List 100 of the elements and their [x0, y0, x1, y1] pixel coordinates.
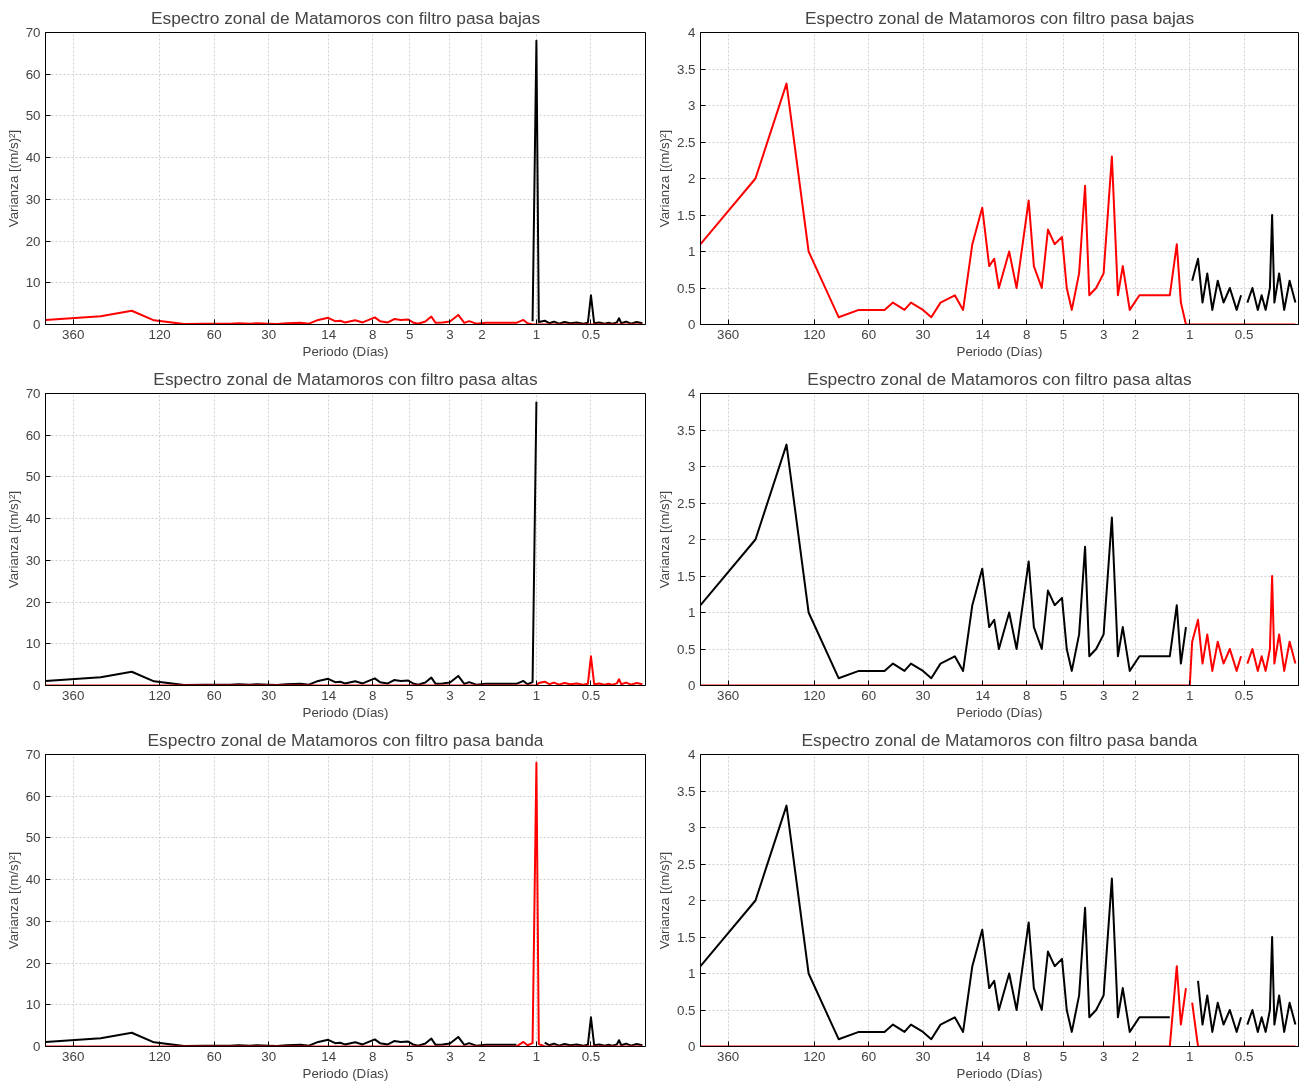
x-tick-label: 3 [1099, 1048, 1108, 1064]
x-tick-label: 0.5 [581, 326, 601, 342]
y-tick-label: 40 [25, 150, 41, 166]
x-tick-label: 0.5 [1234, 1048, 1254, 1064]
x-tick-label: 360 [717, 687, 740, 703]
x-tick-label: 8 [1022, 687, 1031, 703]
x-tick-label: 2 [478, 687, 486, 703]
x-tick-label: 60 [861, 326, 877, 342]
x-tick-label: 3 [1099, 687, 1108, 703]
x-tick-label: 30 [915, 326, 931, 342]
x-tick-label: 5 [406, 326, 414, 342]
x-tick-label: 2 [1131, 687, 1140, 703]
y-tick-label: 10 [25, 275, 41, 291]
x-tick-label: 5 [1059, 687, 1068, 703]
x-tick-label: 0.5 [581, 687, 601, 703]
y-axis-title: Varianza [(m/s)²] [5, 129, 21, 228]
x-tick-label: 60 [206, 1048, 222, 1064]
y-tick-label: 70 [25, 386, 41, 401]
x-axis-title: Periodo (Días) [302, 1065, 389, 1081]
y-tick-label: 4 [688, 386, 697, 401]
y-tick-label: 30 [25, 552, 41, 568]
x-tick-label: 360 [717, 326, 740, 342]
y-tick-label: 1 [688, 244, 696, 259]
x-tick-label: 1 [532, 687, 541, 703]
x-tick-label: 3 [446, 1048, 454, 1064]
x-tick-label: 14 [321, 326, 337, 342]
x-tick-label: 5 [1059, 1048, 1068, 1064]
x-tick-label: 30 [915, 1048, 931, 1064]
x-tick-label: 60 [861, 1048, 877, 1064]
y-tick-label: 40 [25, 511, 41, 527]
y-axis-title: Varianza [(m/s)²] [656, 129, 672, 228]
x-tick-label: 14 [975, 326, 991, 342]
y-axis-title: Varianza [(m/s)²] [656, 851, 672, 950]
y-tick-label: 10 [25, 997, 41, 1013]
y-axis-title: Varianza [(m/s)²] [656, 490, 672, 589]
y-tick-label: 2.5 [676, 856, 696, 872]
y-tick-label: 0 [688, 678, 696, 693]
x-tick-label: 30 [261, 1048, 277, 1064]
y-tick-label: 1.5 [676, 568, 696, 584]
y-tick-label: 50 [25, 469, 41, 485]
y-tick-label: 3.5 [676, 61, 696, 77]
y-tick-label: 0 [33, 317, 41, 332]
y-tick-label: 40 [25, 872, 41, 888]
x-axis-title: Periodo (Días) [956, 343, 1043, 359]
x-axis-title: Periodo (Días) [956, 704, 1043, 720]
x-tick-label: 14 [321, 687, 337, 703]
y-tick-label: 60 [25, 66, 41, 82]
y-tick-label: 0 [688, 317, 696, 332]
x-tick-label: 8 [1022, 326, 1031, 342]
x-tick-label: 0.5 [1234, 687, 1254, 703]
x-tick-label: 0.5 [1234, 326, 1254, 342]
x-tick-label: 30 [261, 326, 277, 342]
x-tick-label: 8 [1022, 1048, 1031, 1064]
x-tick-label: 14 [975, 687, 991, 703]
x-tick-label: 5 [1059, 326, 1068, 342]
y-tick-label: 2.5 [676, 495, 696, 511]
y-tick-label: 0 [33, 1039, 41, 1054]
y-axis-title: Varianza [(m/s)²] [5, 851, 21, 950]
x-tick-label: 120 [148, 1048, 171, 1064]
y-tick-label: 1 [688, 966, 696, 981]
x-tick-label: 2 [1131, 326, 1140, 342]
x-tick-label: 60 [206, 687, 222, 703]
x-tick-label: 120 [148, 326, 171, 342]
x-tick-label: 8 [369, 687, 377, 703]
y-tick-label: 4 [688, 25, 697, 40]
y-tick-label: 3 [688, 459, 696, 474]
y-tick-label: 1.5 [676, 929, 696, 945]
y-tick-label: 2 [688, 532, 696, 547]
x-tick-label: 3 [446, 326, 454, 342]
x-tick-label: 120 [803, 687, 826, 703]
y-tick-label: 20 [25, 233, 41, 249]
x-tick-label: 5 [406, 687, 414, 703]
y-tick-label: 2 [688, 893, 696, 908]
x-tick-label: 120 [803, 1048, 826, 1064]
x-tick-label: 360 [62, 326, 85, 342]
y-tick-label: 0.5 [676, 1002, 696, 1018]
x-tick-label: 60 [206, 326, 222, 342]
y-tick-label: 60 [25, 788, 41, 804]
y-tick-label: 2.5 [676, 134, 696, 150]
y-tick-label: 3.5 [676, 783, 696, 799]
x-tick-label: 1 [532, 1048, 541, 1064]
y-tick-label: 0.5 [676, 280, 696, 296]
chart-title: Espectro zonal de Matamoros con filtro pasa bajas [804, 7, 1195, 28]
x-tick-label: 8 [369, 326, 377, 342]
x-tick-label: 360 [62, 687, 85, 703]
x-tick-label: 2 [1131, 1048, 1140, 1064]
chart-title: Espectro zonal de Matamoros con filtro pasa altas [153, 368, 538, 389]
y-axis-title: Varianza [(m/s)²] [5, 490, 21, 589]
y-tick-label: 30 [25, 191, 41, 207]
x-tick-label: 14 [975, 1048, 991, 1064]
y-tick-label: 3.5 [676, 422, 696, 438]
chart-title: Espectro zonal de Matamoros con filtro pasa altas [807, 368, 1192, 389]
y-tick-label: 4 [688, 747, 697, 762]
y-tick-label: 0.5 [676, 641, 696, 657]
x-axis-title: Periodo (Días) [956, 1065, 1043, 1081]
x-tick-label: 30 [915, 687, 931, 703]
x-tick-label: 1 [1186, 326, 1194, 342]
x-tick-label: 14 [321, 1048, 337, 1064]
x-tick-label: 120 [803, 326, 826, 342]
y-tick-label: 2 [688, 171, 696, 186]
